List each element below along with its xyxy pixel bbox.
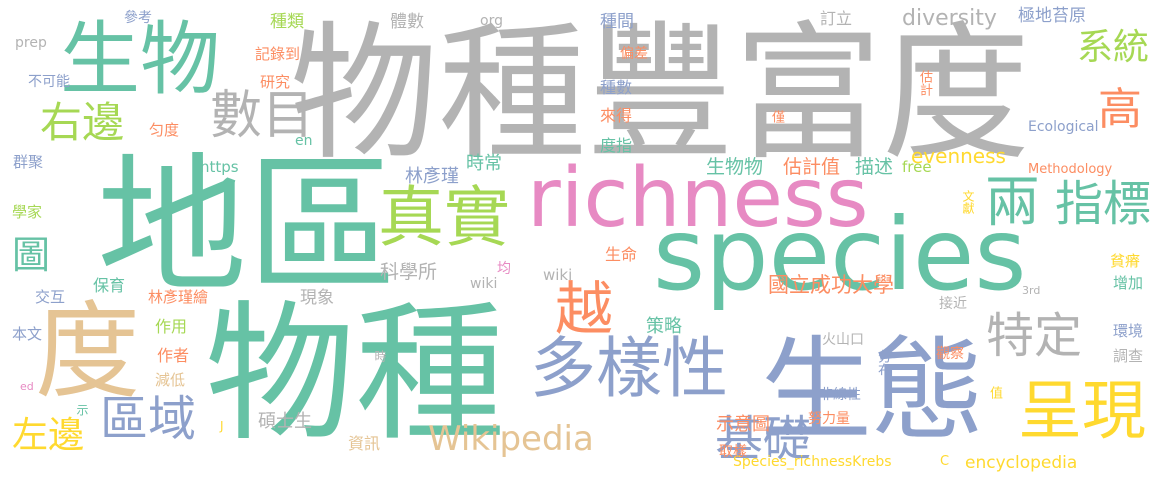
word-en: en [295, 133, 313, 149]
word-不可能: 不可能 [28, 74, 70, 90]
word-多樣性: 多樣性 [530, 330, 728, 407]
word-估計值: 估計值 [783, 156, 841, 178]
word-越: 越 [555, 275, 614, 343]
word-右邊: 右邊 [40, 98, 125, 147]
word-時: 時 [373, 350, 387, 362]
word-分布: 分布 [876, 349, 892, 377]
word-偏差: 偏差 [620, 46, 648, 62]
word-估計: 估計 [917, 70, 932, 96]
word-增加: 增加 [1113, 274, 1144, 292]
word-左邊: 左邊 [12, 415, 85, 456]
word-encyclopedia: encyclopedia [965, 453, 1078, 473]
word-林彥瑾繪: 林彥瑾繪 [148, 288, 209, 306]
word-物種豐富度: 物種豐富度 [290, 8, 1030, 180]
word-free: free [902, 158, 932, 176]
word-來得: 來得 [600, 106, 633, 125]
word-species: species [653, 196, 1027, 313]
word-evenness: evenness [911, 144, 1006, 168]
word-richness: richness [527, 151, 869, 246]
word-接近: 接近 [939, 296, 967, 312]
word-調查: 調查 [1113, 347, 1144, 365]
word-文獻: 文獻 [961, 190, 975, 214]
word-保育: 保育 [93, 276, 126, 295]
word-度指: 度指 [600, 136, 633, 155]
word-非線性: 非線性 [819, 387, 861, 403]
word-prep: prep [15, 35, 47, 51]
word-species-richness-krebs: Species_richnessKrebs [733, 454, 892, 470]
word-資訊: 資訊 [348, 434, 381, 453]
word-均: 均 [497, 261, 511, 277]
word-減低: 減低 [155, 371, 186, 389]
word-生物物: 生物物 [706, 156, 764, 178]
word-地區: 地區 [97, 140, 398, 314]
word-策略: 策略 [646, 316, 682, 337]
word-觀察: 觀察 [936, 346, 964, 362]
word-高: 高 [1098, 84, 1142, 135]
word-wiki-small: wiki [470, 276, 498, 292]
word-c: C [940, 454, 950, 469]
word-圖: 圖 [12, 233, 51, 277]
word-https: https [200, 158, 239, 176]
word-度: 度 [35, 291, 141, 413]
word-生態: 生態 [760, 326, 984, 456]
word-methodology: Methodology [1028, 162, 1113, 177]
word-僅: 僅 [769, 110, 784, 123]
word-物種: 物種 [205, 288, 506, 462]
word-種間: 種間 [600, 12, 634, 32]
word-參考: 參考 [124, 10, 152, 26]
word-wikipedia: Wikipedia [428, 419, 594, 459]
word-特定: 特定 [986, 308, 1083, 364]
word-國立成功大學: 國立成功大學 [768, 273, 894, 297]
word-碩士生: 碩士生 [258, 411, 312, 432]
word-ecological: Ecological [1028, 119, 1099, 135]
word-系統: 系統 [1077, 27, 1150, 68]
word-ed: ed [20, 380, 34, 393]
word-生物: 生物 [60, 13, 220, 106]
word-基礎: 基礎 [715, 411, 812, 467]
word-數目: 數目 [210, 86, 315, 146]
word-呈現: 呈現 [1018, 375, 1146, 449]
word-體數: 體數 [390, 12, 424, 32]
word-種類: 種類 [270, 12, 304, 32]
word-林彥瑾: 林彥瑾 [405, 166, 459, 187]
word-訂立: 訂立 [820, 9, 853, 28]
word-org: org [480, 13, 503, 29]
word-群聚: 群聚 [13, 153, 44, 171]
word-取樣: 取樣 [719, 444, 747, 460]
word-交互: 交互 [35, 288, 66, 306]
word-科學所: 科學所 [380, 261, 438, 283]
word-示意圖: 示意圖 [716, 414, 770, 435]
word-值: 值 [987, 386, 1002, 399]
word-3rd: 3rd [1022, 284, 1041, 297]
word-作用: 作用 [155, 317, 188, 336]
word-生命: 生命 [605, 245, 638, 264]
word-描述: 描述 [855, 156, 894, 178]
word-wiki: wiki [543, 266, 573, 284]
word-指標: 指標 [1055, 176, 1152, 232]
word-兩: 兩 [985, 170, 1041, 234]
word-學家: 學家 [12, 203, 43, 221]
word-匀度: 匀度 [149, 121, 180, 139]
word-diversity: diversity [902, 6, 997, 31]
word-作者: 作者 [157, 346, 190, 365]
word-研究: 研究 [260, 73, 291, 91]
word-真實: 真實 [378, 179, 510, 256]
word-時常: 時常 [466, 153, 502, 174]
word-努力量: 努力量 [808, 411, 850, 427]
word-本文: 本文 [12, 325, 43, 343]
word-區域: 區域 [100, 391, 197, 447]
word-示: 示 [75, 404, 89, 416]
word-火山口: 火山口 [822, 332, 864, 348]
word-極地苔原: 極地苔原 [1018, 6, 1086, 26]
word-記錄到: 記錄到 [255, 45, 301, 63]
word-種數: 種數 [600, 78, 633, 97]
word-j: J [220, 419, 224, 433]
word-貧瘠: 貧瘠 [1110, 252, 1141, 270]
word-現象: 現象 [300, 288, 334, 308]
word-環境: 環境 [1113, 322, 1144, 340]
